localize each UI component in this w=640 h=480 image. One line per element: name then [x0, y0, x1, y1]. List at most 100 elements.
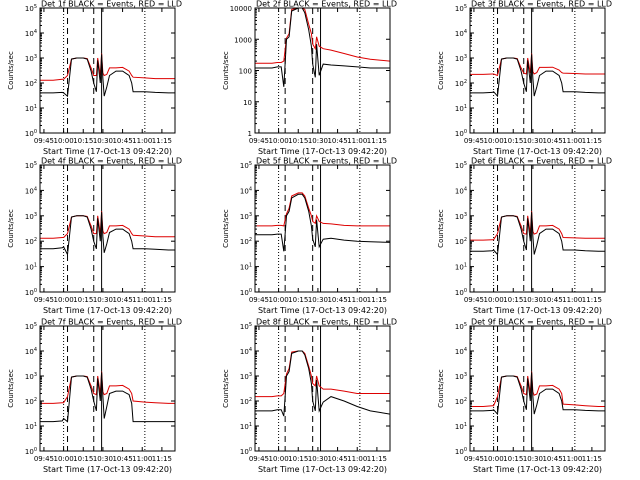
y-tick-label: 104: [455, 29, 467, 38]
y-axis-label: Counts/sec: [7, 51, 15, 90]
x-tick-label: 11:15: [582, 296, 602, 304]
x-tick-label: 09:45: [464, 137, 484, 145]
x-axis-label: Start Time (17-Oct-13 09:42:20): [473, 147, 602, 156]
y-tick-label: 104: [25, 186, 37, 195]
y-tick-label: 105: [25, 4, 37, 13]
series-line-lld: [255, 192, 390, 227]
panel-title: Det 2f BLACK = Events, RED = LLD: [256, 0, 397, 9]
x-tick-label: 11:15: [582, 137, 602, 145]
x-tick-label: 10:15: [288, 296, 308, 304]
x-tick-label: 10:45: [327, 455, 347, 463]
panel-title: Det 7f BLACK = Events, RED = LLD: [41, 318, 182, 327]
y-tick-label: 102: [25, 397, 37, 406]
x-tick-label: 09:45: [34, 296, 54, 304]
x-tick-label: 09:45: [249, 455, 269, 463]
x-axis-label: Start Time (17-Oct-13 09:42:20): [43, 147, 172, 156]
y-tick-label: 103: [240, 212, 252, 221]
series-line-events: [255, 193, 391, 252]
plot-frame: [254, 325, 391, 452]
x-tick-label: 10:45: [112, 296, 132, 304]
x-tick-label: 11:00: [132, 296, 152, 304]
series-line-events: [40, 54, 175, 98]
y-tick-label: 105: [240, 322, 252, 331]
x-tick-label: 11:15: [367, 455, 387, 463]
y-tick-label: 103: [25, 54, 37, 63]
y-tick-label: 104: [25, 29, 37, 38]
x-tick-label: 10:45: [327, 137, 347, 145]
x-tick-label: 10:15: [503, 137, 523, 145]
plot-frame: [39, 164, 176, 293]
x-tick-label: 11:15: [367, 137, 387, 145]
y-axis-label: Counts/sec: [222, 51, 230, 90]
y-tick-label: 10: [243, 99, 252, 107]
panel-title: Det 3f BLACK = Events, RED = LLD: [471, 0, 612, 9]
y-tick-label: 1000: [234, 36, 252, 44]
x-tick-label: 10:30: [523, 455, 543, 463]
x-tick-label: 10:15: [288, 455, 308, 463]
plot-frame: [469, 325, 606, 452]
y-tick-label: 102: [25, 79, 37, 88]
x-axis-label: Start Time (17-Oct-13 09:42:20): [258, 465, 387, 474]
x-tick-label: 10:00: [53, 455, 73, 463]
x-tick-label: 11:00: [562, 296, 582, 304]
x-tick-label: 11:15: [152, 455, 172, 463]
panel-title: Det 6f BLACK = Events, RED = LLD: [471, 157, 612, 166]
y-tick-label: 101: [240, 422, 252, 431]
y-tick-label: 103: [240, 372, 252, 381]
x-axis-label: Start Time (17-Oct-13 09:42:20): [43, 306, 172, 315]
y-tick-label: 104: [455, 186, 467, 195]
y-tick-label: 102: [240, 397, 252, 406]
x-tick-label: 09:45: [34, 137, 54, 145]
panel-1: Det 1f BLACK = Events, RED = LLD Start Ti…: [7, 0, 182, 156]
y-tick-label: 103: [455, 372, 467, 381]
x-tick-label: 11:00: [562, 455, 582, 463]
x-tick-label: 10:15: [503, 455, 523, 463]
x-tick-label: 10:00: [483, 137, 503, 145]
y-tick-label: 105: [240, 161, 252, 170]
y-tick-label: 10000: [230, 5, 252, 13]
y-tick-label: 104: [240, 186, 252, 195]
series-line-lld: [40, 53, 175, 81]
series-line-events: [255, 350, 391, 417]
series-line-lld: [255, 350, 390, 398]
x-tick-label: 10:00: [53, 296, 73, 304]
x-tick-label: 09:45: [249, 296, 269, 304]
y-tick-label: 101: [25, 263, 37, 272]
x-tick-label: 11:15: [367, 296, 387, 304]
series-line-events: [470, 54, 605, 98]
y-tick-label: 101: [25, 104, 37, 113]
x-tick-label: 11:00: [347, 296, 367, 304]
panel-3: Det 3f BLACK = Events, RED = LLD Start Ti…: [437, 0, 612, 156]
series-line-lld: [470, 53, 605, 77]
y-axis-label: Counts/sec: [222, 369, 230, 408]
series-line-events: [470, 212, 605, 256]
y-tick-label: 100: [25, 288, 37, 297]
x-tick-label: 11:00: [562, 137, 582, 145]
series-line-events: [255, 7, 390, 87]
y-axis-label: Counts/sec: [222, 209, 230, 248]
x-tick-label: 11:15: [152, 296, 172, 304]
y-tick-label: 100: [239, 68, 252, 76]
x-tick-label: 10:45: [112, 455, 132, 463]
panel-6: Det 6f BLACK = Events, RED = LLD Start Ti…: [437, 157, 612, 316]
y-tick-label: 104: [455, 347, 467, 356]
x-tick-label: 09:45: [249, 137, 269, 145]
y-tick-label: 100: [240, 447, 252, 456]
x-tick-label: 10:15: [288, 137, 308, 145]
y-tick-label: 104: [25, 347, 37, 356]
panel-title: Det 1f BLACK = Events, RED = LLD: [41, 0, 182, 9]
y-tick-label: 100: [240, 288, 252, 297]
x-tick-label: 11:15: [152, 137, 172, 145]
y-tick-label: 105: [455, 161, 467, 170]
panel-title: Det 4f BLACK = Events, RED = LLD: [41, 157, 182, 166]
plot-frame: [39, 7, 176, 134]
panel-7: Det 7f BLACK = Events, RED = LLD Start Ti…: [7, 318, 182, 475]
y-tick-label: 103: [25, 372, 37, 381]
x-tick-label: 10:30: [308, 137, 328, 145]
series-line-lld: [255, 7, 391, 64]
y-tick-label: 1: [248, 130, 252, 138]
x-tick-label: 11:00: [347, 137, 367, 145]
panel-4: Det 4f BLACK = Events, RED = LLD Start Ti…: [7, 157, 182, 316]
x-tick-label: 10:00: [483, 455, 503, 463]
x-tick-label: 10:30: [523, 296, 543, 304]
